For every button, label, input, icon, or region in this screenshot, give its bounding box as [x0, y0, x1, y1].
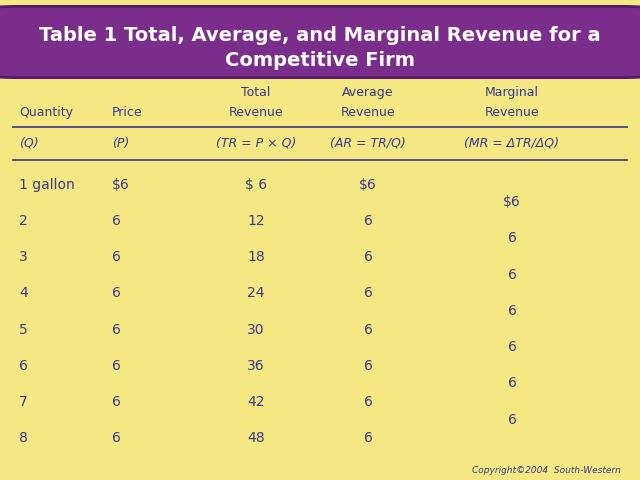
Text: 6: 6 [364, 323, 372, 336]
Text: $6: $6 [359, 178, 377, 192]
Text: 6: 6 [364, 250, 372, 264]
Text: 6: 6 [112, 250, 121, 264]
Text: 6: 6 [112, 323, 121, 336]
Text: 18: 18 [247, 250, 265, 264]
Text: Competitive Firm: Competitive Firm [225, 51, 415, 70]
Text: $6: $6 [112, 178, 130, 192]
Text: (MR = ΔTR/ΔQ): (MR = ΔTR/ΔQ) [465, 137, 559, 150]
Text: 6: 6 [364, 359, 372, 373]
Text: (P): (P) [112, 137, 129, 150]
FancyBboxPatch shape [0, 6, 640, 78]
Text: 3: 3 [19, 250, 28, 264]
Text: Price: Price [112, 107, 143, 120]
Text: 30: 30 [247, 323, 265, 336]
Text: Marginal: Marginal [485, 86, 539, 99]
Text: 6: 6 [508, 412, 516, 427]
Text: 1 gallon: 1 gallon [19, 178, 75, 192]
Text: Table 1 Total, Average, and Marginal Revenue for a: Table 1 Total, Average, and Marginal Rev… [39, 26, 601, 45]
Text: 4: 4 [19, 287, 28, 300]
Text: Revenue: Revenue [340, 107, 396, 120]
Text: 42: 42 [247, 395, 265, 409]
Text: $ 6: $ 6 [245, 178, 267, 192]
Text: 2: 2 [19, 214, 28, 228]
Text: 6: 6 [364, 395, 372, 409]
Text: 6: 6 [19, 359, 28, 373]
Text: 6: 6 [112, 287, 121, 300]
Text: 8: 8 [19, 432, 28, 445]
Text: (TR = P × Q): (TR = P × Q) [216, 137, 296, 150]
Text: 6: 6 [508, 304, 516, 318]
Text: 6: 6 [112, 214, 121, 228]
Text: (Q): (Q) [19, 137, 39, 150]
Text: 6: 6 [364, 432, 372, 445]
Text: 6: 6 [508, 376, 516, 390]
Text: Revenue: Revenue [484, 107, 540, 120]
Text: 6: 6 [112, 395, 121, 409]
Text: 6: 6 [364, 287, 372, 300]
Text: 6: 6 [112, 359, 121, 373]
Text: 12: 12 [247, 214, 265, 228]
Text: (AR = TR/Q): (AR = TR/Q) [330, 137, 406, 150]
Text: Revenue: Revenue [228, 107, 284, 120]
Text: 6: 6 [364, 214, 372, 228]
Text: 5: 5 [19, 323, 28, 336]
Text: 48: 48 [247, 432, 265, 445]
Text: Average: Average [342, 86, 394, 99]
Text: Quantity: Quantity [19, 107, 73, 120]
Text: Total: Total [241, 86, 271, 99]
Text: 6: 6 [508, 231, 516, 245]
Text: Copyright©2004  South-Western: Copyright©2004 South-Western [472, 466, 621, 475]
Text: $6: $6 [503, 195, 521, 209]
Text: 7: 7 [19, 395, 28, 409]
Text: 24: 24 [247, 287, 265, 300]
Text: 6: 6 [508, 267, 516, 282]
Text: 36: 36 [247, 359, 265, 373]
Text: 6: 6 [508, 340, 516, 354]
Text: 6: 6 [112, 432, 121, 445]
